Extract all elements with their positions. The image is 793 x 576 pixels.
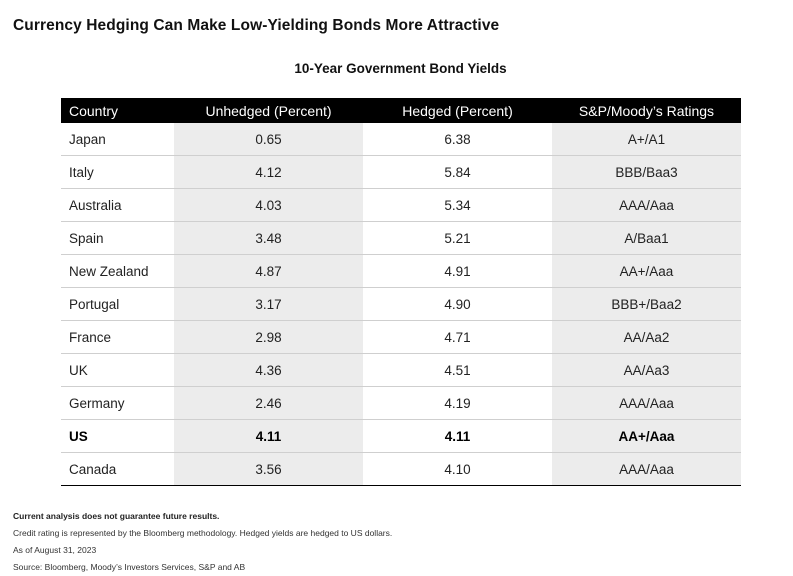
column-header-hedged: Hedged (Percent) [363,98,552,123]
cell-hedged: 4.90 [363,287,552,321]
source-note: Source: Bloomberg, Moody’s Investors Ser… [13,562,246,572]
cell-unhedged: 4.36 [174,353,363,387]
cell-rating: A/Baa1 [552,221,741,255]
table-header-row: Country Unhedged (Percent) Hedged (Perce… [61,98,741,123]
cell-unhedged: 3.56 [174,452,363,486]
cell-country: UK [61,353,174,387]
cell-unhedged: 3.17 [174,287,363,321]
cell-unhedged: 2.98 [174,320,363,354]
cell-unhedged: 3.48 [174,221,363,255]
footnotes: Current analysis does not guarantee futu… [13,508,392,576]
cell-country: Spain [61,221,174,255]
table-row: US 4.11 4.11 AA+/Aaa [61,419,741,453]
cell-unhedged: 0.65 [174,123,363,156]
cell-country: France [61,320,174,354]
cell-country: Portugal [61,287,174,321]
table-row: Italy 4.12 5.84 BBB/Baa3 [61,155,741,189]
cell-rating: AA+/Aaa [552,419,741,453]
credit-rating-note: Credit rating is represented by the Bloo… [13,528,393,538]
cell-hedged: 4.10 [363,452,552,486]
cell-country: Germany [61,386,174,420]
table-body: Japan 0.65 6.38 A+/A1 Italy 4.12 5.84 BBB/Baa3 A… [61,123,741,486]
cell-hedged: 5.84 [363,155,552,189]
cell-unhedged: 4.11 [174,419,363,453]
cell-rating: AA+/Aaa [552,254,741,288]
column-header-unhedged: Unhedged (Percent) [174,98,363,123]
table-row: New Zealand 4.87 4.91 AA+/Aaa [61,254,741,288]
column-header-ratings: S&P/Moody’s Ratings [552,98,741,123]
cell-unhedged: 2.46 [174,386,363,420]
disclaimer-note: Current analysis does not guarantee futu… [13,511,220,521]
table-row: Portugal 3.17 4.90 BBB+/Baa2 [61,287,741,321]
cell-unhedged: 4.03 [174,188,363,222]
cell-hedged: 4.91 [363,254,552,288]
cell-rating: BBB/Baa3 [552,155,741,189]
cell-hedged: 6.38 [363,123,552,156]
cell-country: Australia [61,188,174,222]
table-row: Australia 4.03 5.34 AAA/Aaa [61,188,741,222]
cell-hedged: 5.21 [363,221,552,255]
cell-rating: AAA/Aaa [552,188,741,222]
cell-rating: A+/A1 [552,123,741,156]
cell-rating: AAA/Aaa [552,386,741,420]
cell-country: US [61,419,174,453]
bond-yields-table: Country Unhedged (Percent) Hedged (Perce… [61,98,741,486]
table-row: UK 4.36 4.51 AA/Aa3 [61,353,741,387]
table-title: 10-Year Government Bond Yields [294,61,507,76]
cell-rating: AAA/Aaa [552,452,741,486]
cell-country: Canada [61,452,174,486]
cell-hedged: 5.34 [363,188,552,222]
cell-country: Italy [61,155,174,189]
column-header-country: Country [61,98,174,123]
cell-hedged: 4.11 [363,419,552,453]
cell-rating: AA/Aa2 [552,320,741,354]
cell-rating: BBB+/Baa2 [552,287,741,321]
table-row: France 2.98 4.71 AA/Aa2 [61,320,741,354]
page-title: Currency Hedging Can Make Low-Yielding B… [13,17,500,34]
as-of-date: As of August 31, 2023 [13,545,97,555]
table-row: Japan 0.65 6.38 A+/A1 [61,123,741,156]
table-row: Spain 3.48 5.21 A/Baa1 [61,221,741,255]
cell-hedged: 4.71 [363,320,552,354]
cell-hedged: 4.19 [363,386,552,420]
cell-unhedged: 4.87 [174,254,363,288]
cell-hedged: 4.51 [363,353,552,387]
cell-rating: AA/Aa3 [552,353,741,387]
table-row: Germany 2.46 4.19 AAA/Aaa [61,386,741,420]
cell-country: Japan [61,123,174,156]
cell-unhedged: 4.12 [174,155,363,189]
cell-country: New Zealand [61,254,174,288]
table-row: Canada 3.56 4.10 AAA/Aaa [61,452,741,486]
